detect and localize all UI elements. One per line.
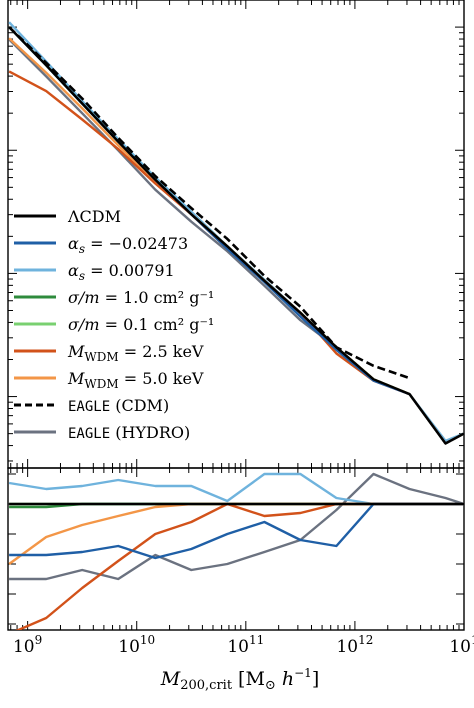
legend-label-part: α	[68, 234, 79, 253]
x-tick-base: 10	[336, 637, 358, 657]
x-tick-exponent: 1	[471, 633, 474, 647]
x-tick-exponent: 10	[140, 633, 155, 647]
legend-label-eagle-hydro: EAGLE (HYDRO)	[68, 423, 190, 442]
legend-label-alpha-neg: αs = −0.02473	[68, 234, 188, 256]
series-line-eagle-cdm	[8, 26, 410, 380]
legend-label-sidm-1: σ/m = 1.0 cm² g⁻¹	[68, 288, 214, 307]
series-line-alpha-neg	[9, 502, 464, 560]
top-panel-ticks	[8, 0, 464, 468]
legend-label-part: = −0.02473	[85, 234, 188, 253]
legend-label-part: s	[79, 269, 85, 283]
x-axis-label: M200,crit [M⊙ h−1]	[160, 666, 319, 693]
x-tick-base: 10	[227, 637, 249, 657]
legend-label-part: σ/m	[68, 315, 99, 334]
legend-label-part: EAGLE	[68, 426, 110, 442]
legend-label-part: σ/m	[68, 288, 99, 307]
xlabel-sun: ⊙	[265, 678, 276, 693]
legend-label-wdm-50: MWDM = 5.0 keV	[67, 369, 204, 391]
top-panel	[7, 0, 465, 469]
legend-label-part: = 1.0 cm² g⁻¹	[99, 288, 214, 307]
legend-label-part: α	[68, 261, 79, 280]
x-tick-label: 1012	[336, 633, 373, 657]
x-tick-exponent: 12	[358, 633, 373, 647]
legend-label-part: = 5.0 keV	[119, 369, 204, 388]
x-tick-base: 10	[13, 637, 35, 657]
x-tick-label: 101	[449, 633, 474, 657]
legend-label-part: ΛCDM	[67, 207, 121, 226]
x-tick-label: 1010	[118, 633, 155, 657]
x-tick-base: 10	[449, 637, 471, 657]
x-tick-labels: 109101010111012101	[13, 633, 474, 657]
x-tick-exponent: 9	[35, 633, 43, 647]
xlabel-units: [M	[238, 668, 265, 690]
legend-label-sidm-01: σ/m = 0.1 cm² g⁻¹	[68, 315, 214, 334]
x-tick-exponent: 11	[249, 633, 264, 647]
legend-label-part: M	[67, 369, 85, 388]
bottom-panel	[7, 467, 465, 631]
legend-label-part: = 0.1 cm² g⁻¹	[99, 315, 214, 334]
series-line-lcdm	[8, 26, 464, 445]
legend-label-part: EAGLE	[68, 399, 110, 415]
xlabel-exponent: −1	[294, 666, 312, 680]
x-tick-label: 109	[13, 633, 42, 657]
xlabel-symbol: M	[160, 668, 181, 690]
legend-label-part: WDM	[84, 377, 118, 391]
legend-label-part: (CDM)	[110, 396, 169, 415]
legend-label-part: s	[79, 242, 85, 256]
series-line-wdm-50	[8, 502, 464, 565]
legend-label-wdm-25: MWDM = 2.5 keV	[67, 342, 204, 364]
legend-label-part: (HYDRO)	[110, 423, 190, 442]
xlabel-close: ]	[312, 668, 319, 690]
x-tick-label: 1011	[227, 633, 264, 657]
xlabel-subscript: 200,crit	[180, 678, 233, 693]
legend-label-lcdm: ΛCDM	[67, 207, 121, 226]
bottom-panel-lines	[8, 472, 464, 630]
xlabel-h: h	[276, 668, 294, 690]
series-line-wdm-25	[15, 502, 464, 630]
top-panel-lines	[8, 21, 464, 445]
legend-label-eagle-cdm: EAGLE (CDM)	[68, 396, 169, 415]
legend-label-part: M	[67, 342, 85, 361]
bottom-panel-ticks	[8, 468, 464, 630]
series-line-eagle-hydro	[9, 472, 464, 581]
legend-label-alpha-pos: αs = 0.00791	[68, 261, 175, 283]
bottom-panel-frame	[7, 467, 465, 631]
series-line-alpha-pos	[8, 472, 464, 506]
x-tick-base: 10	[118, 637, 140, 657]
legend-label-part: = 2.5 keV	[119, 342, 204, 361]
legend-label-part: = 0.00791	[85, 261, 175, 280]
legend-label-part: WDM	[84, 350, 118, 364]
